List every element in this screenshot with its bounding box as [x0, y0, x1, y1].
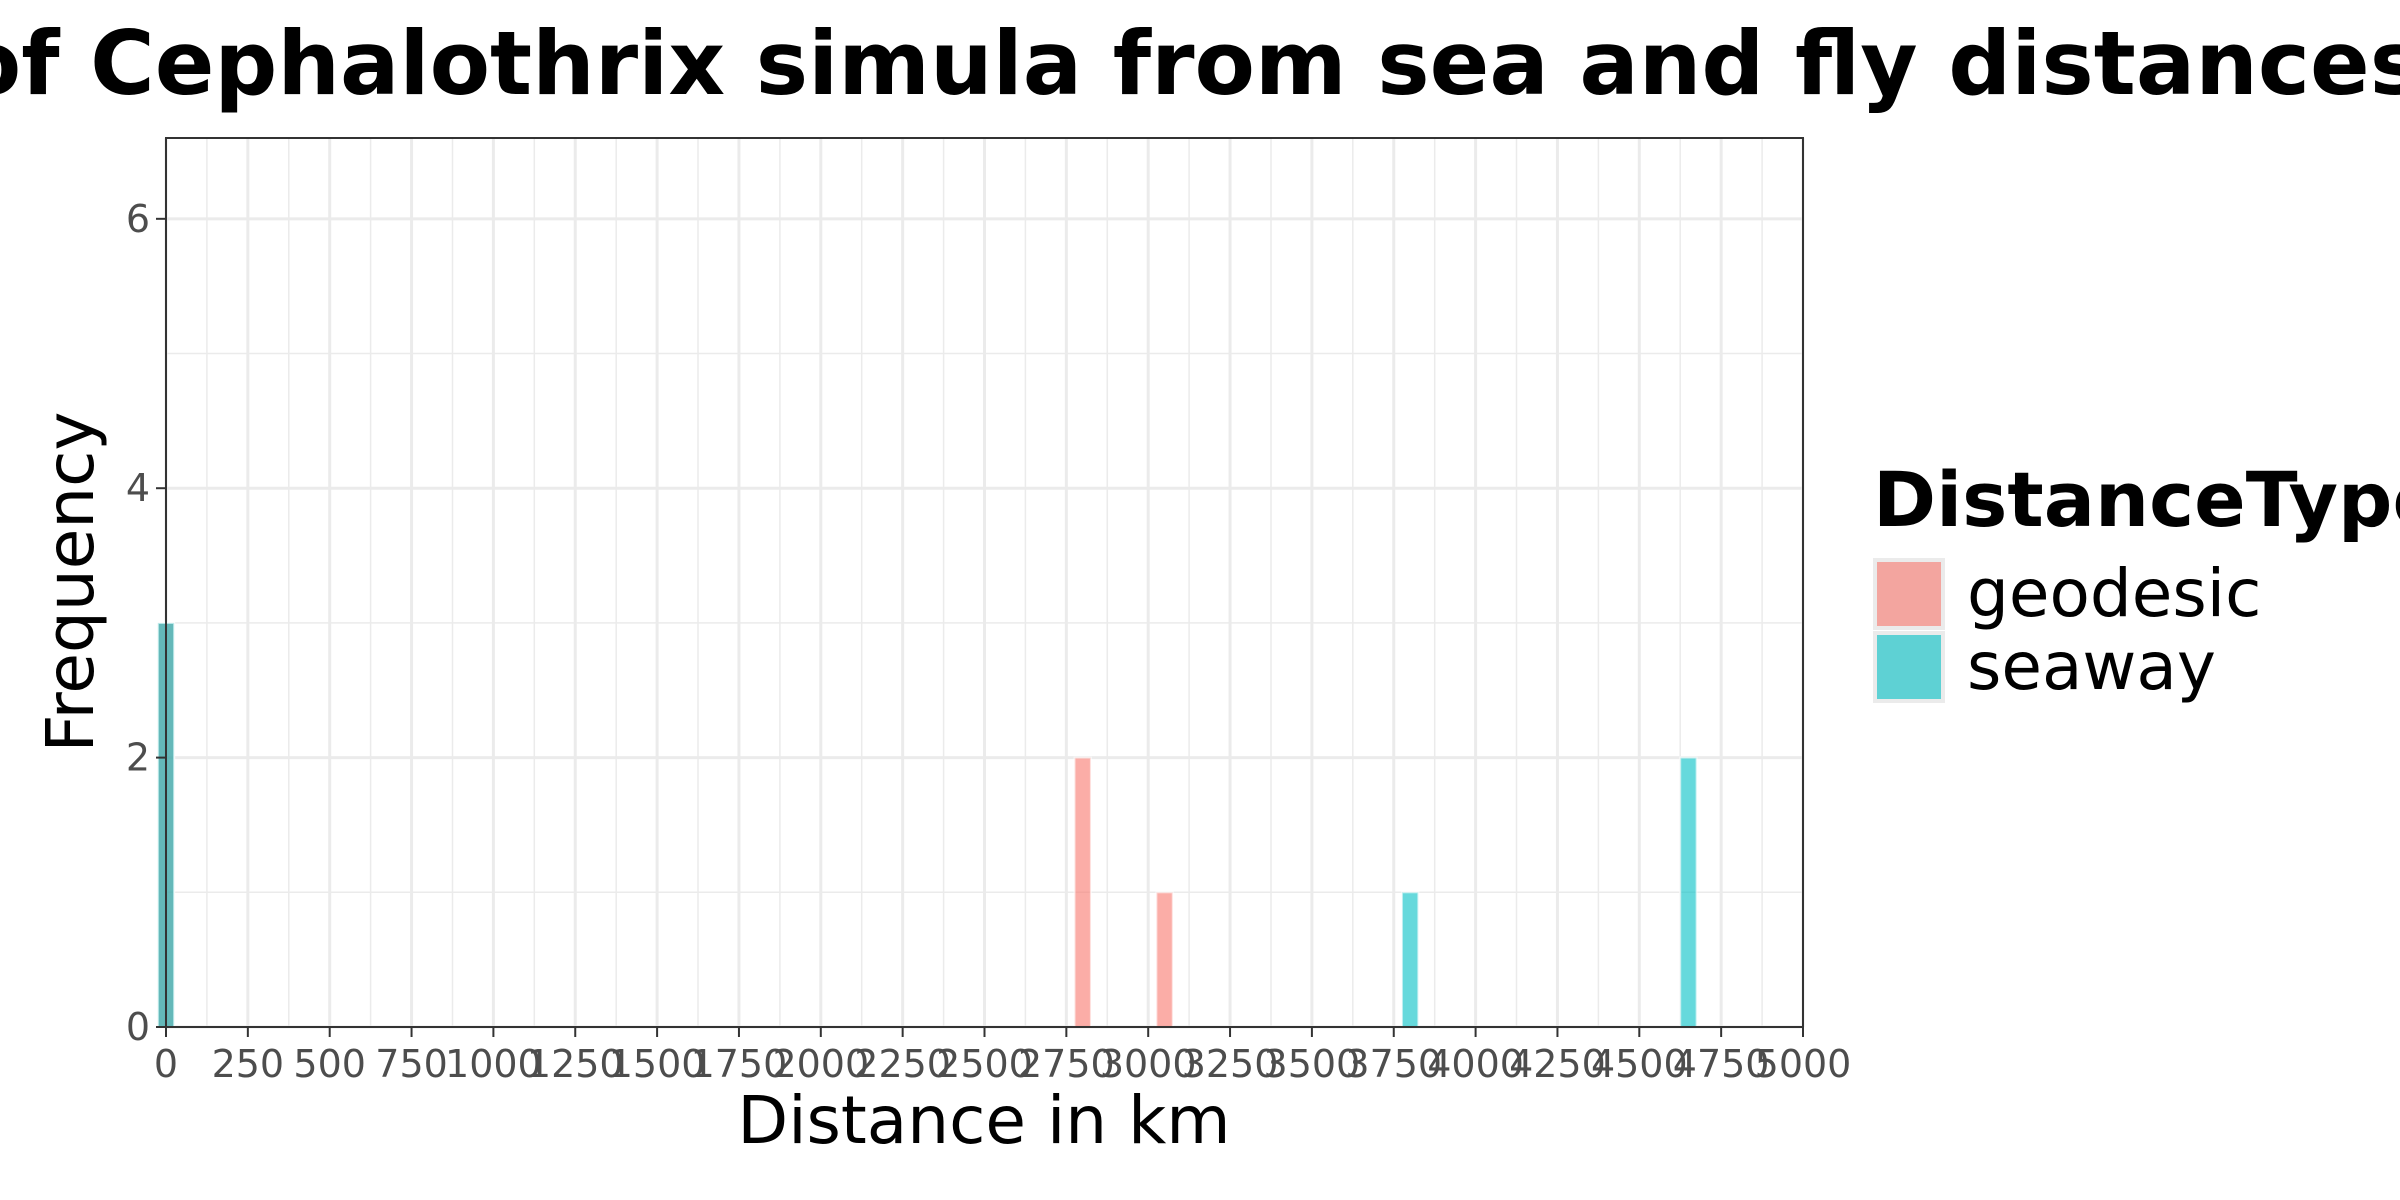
- x-tick-label: 1000: [445, 1042, 542, 1086]
- y-tick-label: 4: [126, 466, 150, 510]
- x-tick-label: 2250: [854, 1042, 951, 1086]
- legend-title: DistanceType: [1873, 455, 2400, 544]
- y-tick-label: 2: [126, 736, 150, 780]
- grid: [164, 138, 1805, 1029]
- x-tick-label: 4750: [1673, 1042, 1770, 1086]
- x-tick-label: 1750: [691, 1042, 788, 1086]
- histogram-bar-geodesic: [1155, 891, 1174, 1029]
- x-tick-label: 5000: [1755, 1042, 1852, 1086]
- x-tick-label: 0: [154, 1042, 178, 1086]
- x-tick-label: 4500: [1591, 1042, 1688, 1086]
- x-tick-label: 3750: [1345, 1042, 1442, 1086]
- x-tick-label: 3500: [1264, 1042, 1361, 1086]
- x-tick-label: 500: [293, 1042, 366, 1086]
- legend-label-seaway: seaway: [1967, 628, 2216, 705]
- x-tick-label: 1500: [609, 1042, 706, 1086]
- x-tick-label: 2000: [772, 1042, 869, 1086]
- y-tick-label: 6: [126, 197, 150, 241]
- x-tick-label: 4000: [1427, 1042, 1524, 1086]
- histogram-bar-seaway: [1679, 756, 1698, 1029]
- legend-swatch-geodesic: [1877, 562, 1941, 626]
- x-tick-label: 3250: [1182, 1042, 1279, 1086]
- histogram-bar-geodesic: [1073, 756, 1092, 1029]
- x-tick-label: 2750: [1018, 1042, 1115, 1086]
- x-axis: 0 250 500 750100012501500175020002250250027…: [154, 1027, 1851, 1086]
- x-tick-label: 4250: [1509, 1042, 1606, 1086]
- y-axis-title: Frequency: [32, 412, 109, 753]
- legend-label-geodesic: geodesic: [1967, 555, 2261, 632]
- x-tick-label: 3000: [1100, 1042, 1197, 1086]
- x-tick-label: 2500: [936, 1042, 1033, 1086]
- x-tick-label: 1250: [527, 1042, 624, 1086]
- y-tick-label: 0: [126, 1005, 150, 1049]
- chart-title: Distribution of Cephalothrix simula from…: [0, 12, 2400, 115]
- legend-swatch-seaway: [1877, 635, 1941, 699]
- histogram-bar-seaway: [1400, 891, 1420, 1029]
- y-axis: 0 2 4 6: [126, 197, 166, 1049]
- x-tick-label: 750: [375, 1042, 448, 1086]
- x-tick-label: 250: [212, 1042, 285, 1086]
- x-axis-title: Distance in km: [737, 1082, 1230, 1159]
